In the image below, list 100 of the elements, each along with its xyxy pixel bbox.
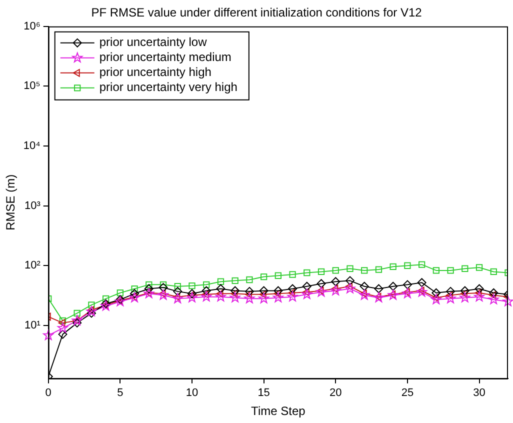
point (375, 266, 382, 273)
y-axis-title: RMSE (m) (4, 174, 18, 230)
x-tick-label: 15 (258, 387, 270, 400)
point (447, 267, 454, 274)
point (129, 292, 140, 302)
point (432, 267, 440, 274)
point (158, 283, 168, 292)
point (244, 293, 255, 304)
point (288, 284, 298, 294)
point (445, 293, 456, 304)
point (331, 277, 340, 286)
point (144, 284, 154, 294)
point (302, 288, 312, 299)
point (490, 268, 497, 276)
point (318, 268, 325, 276)
point (230, 292, 240, 302)
point (186, 292, 198, 302)
point (272, 292, 284, 302)
point (432, 288, 441, 298)
chart-title: PF RMSE value under different initialization conditions for V12 (91, 6, 422, 20)
point (86, 308, 96, 318)
point (43, 330, 54, 340)
point (86, 306, 97, 316)
point (130, 289, 140, 298)
y-tick-label: 10¹ (24, 319, 41, 332)
point (274, 286, 283, 296)
x-tick-label: 0 (45, 387, 52, 400)
point (258, 293, 270, 304)
x-tick-label: 30 (473, 387, 486, 400)
point (446, 286, 456, 296)
point (230, 286, 240, 296)
point (131, 285, 138, 292)
point (302, 282, 312, 291)
point (201, 291, 212, 302)
point (287, 291, 298, 302)
point (344, 283, 356, 294)
point (316, 286, 327, 297)
point (388, 290, 398, 300)
point (346, 276, 354, 286)
legend-label: prior uncertainty high (99, 65, 212, 80)
point (488, 294, 499, 304)
point (430, 294, 442, 304)
point (144, 288, 154, 298)
x-tick-label: 5 (117, 387, 124, 400)
point (289, 271, 296, 278)
point (361, 267, 368, 274)
point (476, 264, 483, 271)
point (274, 272, 282, 279)
point (58, 330, 68, 339)
legend-label: prior uncertainty low (99, 35, 208, 50)
point (259, 286, 268, 296)
point (373, 292, 384, 302)
point (474, 284, 484, 294)
point (58, 318, 66, 327)
point (202, 286, 211, 296)
point (489, 288, 498, 298)
point (72, 315, 82, 326)
point (100, 300, 112, 311)
point (388, 282, 398, 291)
point (188, 282, 196, 290)
y-tick-label: 10⁴ (23, 140, 41, 152)
point (203, 281, 210, 288)
y-tick-label: 10² (24, 260, 41, 272)
point (304, 269, 310, 276)
point (215, 291, 226, 302)
legend-label: prior uncertainty very high (99, 80, 238, 94)
point (418, 261, 426, 268)
y-tick-label: 10³ (24, 200, 41, 212)
point (216, 284, 226, 294)
point (217, 278, 224, 285)
point (460, 286, 470, 296)
point (316, 279, 326, 288)
point (332, 267, 339, 274)
point (402, 288, 413, 298)
y-tick-label: 10⁶ (24, 20, 40, 32)
point (374, 284, 384, 294)
point (72, 318, 82, 328)
x-tick-label: 25 (401, 387, 414, 400)
point (146, 281, 152, 288)
point (502, 296, 513, 306)
point (474, 291, 485, 302)
x-tick-label: 20 (330, 387, 342, 400)
x-tick-label: 10 (186, 387, 198, 400)
point (417, 278, 426, 288)
point (404, 262, 411, 269)
point (174, 283, 181, 290)
point (244, 286, 254, 296)
point (359, 290, 370, 300)
point (57, 322, 68, 333)
point (59, 317, 66, 324)
y-tick-label: 10⁵ (24, 80, 40, 92)
point (158, 290, 169, 300)
point (116, 290, 124, 296)
point (416, 286, 428, 297)
point (102, 295, 110, 302)
point (172, 293, 183, 304)
point (246, 276, 253, 284)
point (173, 286, 182, 296)
point (360, 282, 369, 291)
point (460, 292, 470, 302)
